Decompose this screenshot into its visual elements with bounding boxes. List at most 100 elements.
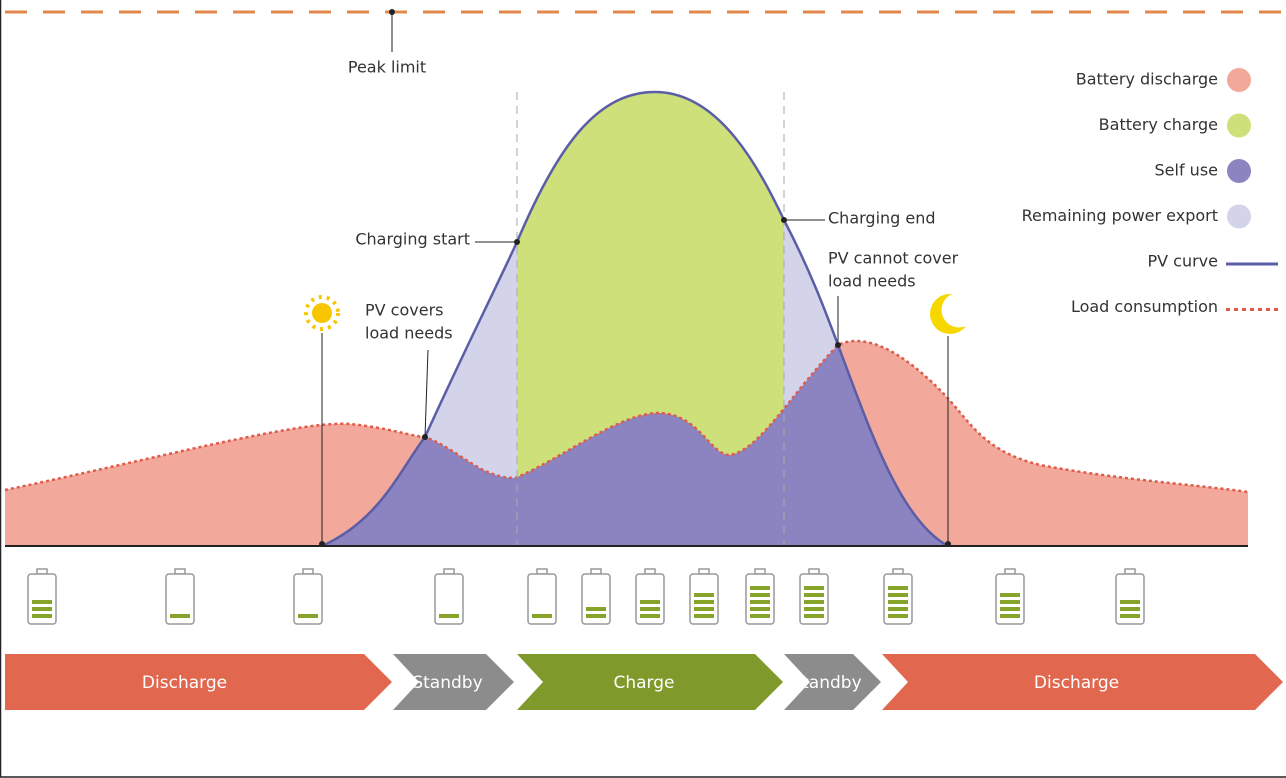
phase-arrow [5, 654, 392, 710]
battery [635, 568, 665, 625]
legend-label: Load consumption [1071, 297, 1218, 316]
battery-bar [640, 614, 660, 618]
battery-bar [1120, 614, 1140, 618]
battery [1115, 568, 1145, 625]
battery [293, 568, 323, 625]
dot [319, 541, 325, 547]
legend: Battery discharge Battery charge Self use R… [1022, 68, 1278, 316]
battery-body [689, 573, 719, 625]
battery [689, 568, 719, 625]
peak-label: Peak limit [348, 58, 426, 77]
battery-bar [888, 607, 908, 611]
battery-bar [694, 614, 714, 618]
dot [835, 342, 841, 348]
annotation: Charging start [355, 230, 470, 249]
battery-body [527, 573, 557, 625]
legend-label: Battery charge [1099, 115, 1218, 134]
battery-bar [694, 600, 714, 604]
phase-arrow [882, 654, 1283, 710]
phase-label: Standby [412, 673, 482, 693]
battery-body [27, 573, 57, 625]
battery-bar [640, 607, 660, 611]
annotation: PV covers [365, 301, 444, 320]
battery-bar [750, 607, 770, 611]
battery-bar [640, 600, 660, 604]
battery-bar [804, 614, 824, 618]
pv-curve [321, 90, 949, 548]
battery-bar [1120, 600, 1140, 604]
battery-bar [804, 600, 824, 604]
battery-bar [586, 614, 606, 618]
battery [434, 568, 464, 625]
battery-body [995, 573, 1025, 625]
dot [945, 541, 951, 547]
legend-swatch [1227, 204, 1251, 229]
battery [527, 568, 557, 625]
battery-bar [750, 600, 770, 604]
legend-swatch [1227, 68, 1251, 92]
battery-body [165, 573, 195, 625]
phase-label: Discharge [1034, 673, 1119, 693]
battery-bar [1000, 600, 1020, 604]
legend-label: Remaining power export [1022, 206, 1218, 225]
battery-bar [804, 586, 824, 590]
battery-bar [888, 600, 908, 604]
battery-bar [586, 607, 606, 611]
battery-bar [750, 614, 770, 618]
moon-icon [930, 293, 966, 334]
battery [745, 568, 775, 625]
dot [514, 239, 520, 245]
legend-swatch [1227, 159, 1251, 183]
battery-bar [532, 614, 552, 618]
battery [799, 568, 829, 625]
annotation: load needs [828, 272, 916, 291]
phase-label: Charge [613, 673, 674, 693]
annotation: Charging end [828, 209, 936, 228]
battery [165, 568, 195, 625]
battery-bar [32, 600, 52, 604]
battery [995, 568, 1025, 625]
battery-body [581, 573, 611, 625]
batteries [27, 568, 1145, 625]
battery-bar [750, 586, 770, 590]
battery-bar [888, 586, 908, 590]
phase-arrow [517, 654, 783, 710]
phase-label: Standby [791, 673, 861, 693]
battery-bar [804, 607, 824, 611]
battery-body [635, 573, 665, 625]
battery-bar [1000, 593, 1020, 597]
dot [781, 217, 787, 223]
battery-bar [888, 593, 908, 597]
battery-bar [439, 614, 459, 618]
annotation: load needs [365, 324, 453, 343]
battery-bar [32, 607, 52, 611]
battery-bar [1000, 614, 1020, 618]
phase-arrow [393, 654, 514, 710]
battery-bar [694, 593, 714, 597]
legend-swatch [1227, 113, 1251, 138]
sun-icon [304, 295, 340, 331]
annotation: PV cannot cover [828, 249, 959, 268]
legend-label: Self use [1155, 161, 1218, 180]
dot [422, 434, 428, 440]
load-curve [4, 339, 1249, 494]
battery-bar [298, 614, 318, 618]
battery-bar [694, 607, 714, 611]
battery-bar [804, 593, 824, 597]
battery [581, 568, 611, 625]
battery-bar [170, 614, 190, 618]
legend-label: PV curve [1147, 252, 1218, 271]
phase-label: Discharge [142, 673, 227, 693]
phase-arrow [784, 654, 881, 710]
battery [883, 568, 913, 625]
battery-body [293, 573, 323, 625]
battery [27, 568, 57, 625]
battery-bar [1000, 607, 1020, 611]
battery-body [434, 573, 464, 625]
battery-bar [750, 593, 770, 597]
legend-label: Battery discharge [1076, 70, 1218, 89]
phases: Discharge Standby Charge Standby Discharge [5, 654, 1283, 710]
battery-bar [1120, 607, 1140, 611]
